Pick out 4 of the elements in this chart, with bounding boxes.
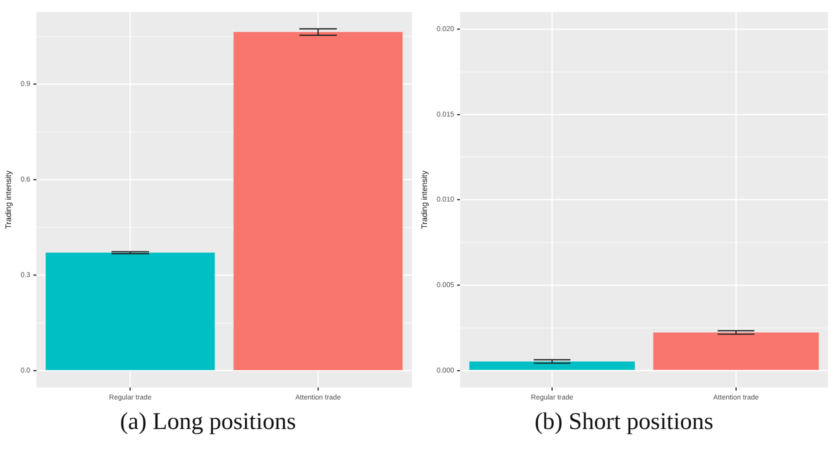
y-axis-title: Trading intensity (420, 170, 430, 230)
text: (a) Long positions (119, 409, 297, 436)
text: (b) Short positions (534, 409, 714, 436)
y-axis-title: Trading intensity (4, 170, 14, 230)
